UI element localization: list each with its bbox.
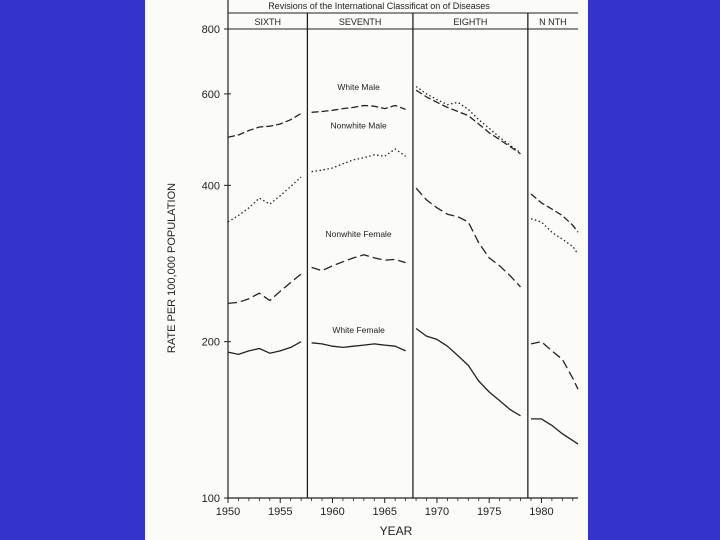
x-tick-label: 1955 <box>268 506 292 518</box>
x-tick-label: 1970 <box>425 506 449 518</box>
revision-header: SIXTH SEVENTH EIGHTH N NTH <box>228 12 578 498</box>
y-tick-label: 400 <box>202 180 220 192</box>
series-line-nonwhite-male <box>227 176 302 223</box>
x-tick-label: 1950 <box>216 506 240 518</box>
series-line-nonwhite-female <box>530 341 579 390</box>
series-line-nonwhite-male <box>415 85 521 154</box>
series-line-white-female <box>531 418 579 445</box>
y-tick-label: 600 <box>202 89 220 101</box>
x-axis-label: YEAR <box>380 524 413 538</box>
series-line-white-female <box>415 327 521 417</box>
series-line-nonwhite-female <box>227 273 302 305</box>
y-tick-label: 200 <box>202 337 220 349</box>
revision-label: SIXTH <box>254 17 281 27</box>
series-label-nonwhite-male: Nonwhite Male <box>330 120 386 130</box>
series-line-white-female <box>227 341 302 356</box>
x-tick-label: 1980 <box>529 506 553 518</box>
y-axis-label: RATE PER 100,000 POPULATION <box>166 183 178 353</box>
series-line-white-male <box>530 193 579 233</box>
series-line-nonwhite-male <box>311 148 406 173</box>
series-label-white-male: White Male <box>337 82 380 92</box>
axes: 100 200 400 600 800 1950 1955 1960 1965 1970 1975 1… <box>202 0 578 518</box>
x-tick-label: 1965 <box>372 506 396 518</box>
chart-title: Revisions of the International Classific… <box>268 1 490 11</box>
series-labels: White Male Nonwhite Male Nonwhite Female Wh… <box>326 82 392 335</box>
x-tick-label: 1960 <box>320 506 344 518</box>
y-tick-label: 800 <box>202 24 220 36</box>
series-label-white-female: White Female <box>332 325 385 335</box>
series-line-white-male <box>415 89 521 155</box>
series-line-nonwhite-male <box>530 218 579 255</box>
series-label-nonwhite-female: Nonwhite Female <box>326 229 392 239</box>
revision-label: SEVENTH <box>339 17 382 27</box>
revision-label: EIGHTH <box>453 17 487 27</box>
series-lines <box>227 85 579 445</box>
series-line-nonwhite-female <box>311 254 406 272</box>
chart-paper <box>145 0 588 540</box>
series-line-nonwhite-female <box>415 187 521 288</box>
series-line-white-male <box>311 104 406 113</box>
revision-label: N NTH <box>539 17 567 27</box>
series-line-white-female <box>311 342 406 352</box>
y-tick-label: 100 <box>202 493 220 505</box>
series-line-white-male <box>227 112 302 138</box>
x-tick-label: 1975 <box>477 506 501 518</box>
